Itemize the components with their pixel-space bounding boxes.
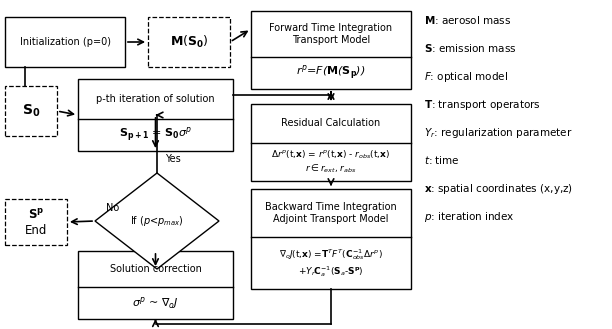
Text: $\mathit{r^p}$=$\mathit{F}$($\mathbf{M}$($\mathbf{S_p}$)): $\mathit{r^p}$=$\mathit{F}$($\mathbf{M}$… — [296, 64, 366, 82]
Bar — [5, 86, 57, 136]
Text: Residual Calculation: Residual Calculation — [282, 118, 381, 129]
Text: $\mathbf{x}$: spatial coordinates (x,y,z): $\mathbf{x}$: spatial coordinates (x,y,z… — [424, 182, 573, 196]
Bar — [251, 189, 411, 289]
Text: $\mathbf{S_{p+1}}$ = $\mathbf{S_0}$$\mathit{\sigma^p}$: $\mathbf{S_{p+1}}$ = $\mathbf{S_0}$$\mat… — [119, 126, 192, 144]
Text: Yes: Yes — [165, 154, 181, 164]
Text: $\nabla_o\mathit{J}$(t,$\mathbf{x}$) =$\mathbf{T}^T$$\mathit{F}^T$($\mathbf{C}_{: $\nabla_o\mathit{J}$(t,$\mathbf{x}$) =$\… — [279, 247, 383, 279]
Text: Backward Time Integration
Adjoint Transport Model: Backward Time Integration Adjoint Transp… — [265, 202, 397, 224]
Bar — [148, 17, 230, 67]
Text: $\mathbf{S_0}$: $\mathbf{S_0}$ — [22, 103, 40, 119]
Text: $\mathit{\sigma^p}$ ~ $\nabla_o\mathit{J}$: $\mathit{\sigma^p}$ ~ $\nabla_o\mathit{J… — [132, 295, 179, 311]
Bar — [5, 17, 125, 67]
Text: If ($p$<$p_{max}$): If ($p$<$p_{max}$) — [130, 214, 184, 228]
Text: $\mathbf{S^p}$
End: $\mathbf{S^p}$ End — [25, 208, 47, 237]
Bar — [251, 104, 411, 181]
Text: $Y_r$: regularization parameter: $Y_r$: regularization parameter — [424, 126, 572, 140]
Text: Forward Time Integration
Transport Model: Forward Time Integration Transport Model — [269, 23, 392, 45]
Bar — [251, 11, 411, 89]
Text: p-th iteration of solution: p-th iteration of solution — [96, 94, 215, 104]
Text: $\mathit{F}$: optical model: $\mathit{F}$: optical model — [424, 70, 509, 84]
Bar — [78, 251, 233, 319]
Text: No: No — [106, 203, 119, 213]
Polygon shape — [95, 173, 219, 269]
Text: Solution correction: Solution correction — [110, 264, 201, 274]
Text: $\Delta\mathit{r^p}$(t,$\mathbf{x}$) = $\mathit{r^p}$(t,$\mathbf{x}$) - $\mathit: $\Delta\mathit{r^p}$(t,$\mathbf{x}$) = $… — [271, 149, 390, 175]
Bar — [78, 79, 233, 151]
Bar — [5, 199, 67, 245]
Text: $\mathbf{M}$($\mathbf{S_0}$): $\mathbf{M}$($\mathbf{S_0}$) — [170, 34, 208, 50]
Text: $\mathbf{T}$: transport operators: $\mathbf{T}$: transport operators — [424, 98, 541, 112]
Text: $\mathit{t}$: time: $\mathit{t}$: time — [424, 154, 460, 166]
Text: Initialization (p=0): Initialization (p=0) — [20, 37, 111, 47]
Text: $\mathbf{S}$: emission mass: $\mathbf{S}$: emission mass — [424, 42, 517, 54]
Text: $\mathbf{M}$: aerosol mass: $\mathbf{M}$: aerosol mass — [424, 14, 511, 26]
Text: $\mathit{p}$: iteration index: $\mathit{p}$: iteration index — [424, 210, 515, 224]
